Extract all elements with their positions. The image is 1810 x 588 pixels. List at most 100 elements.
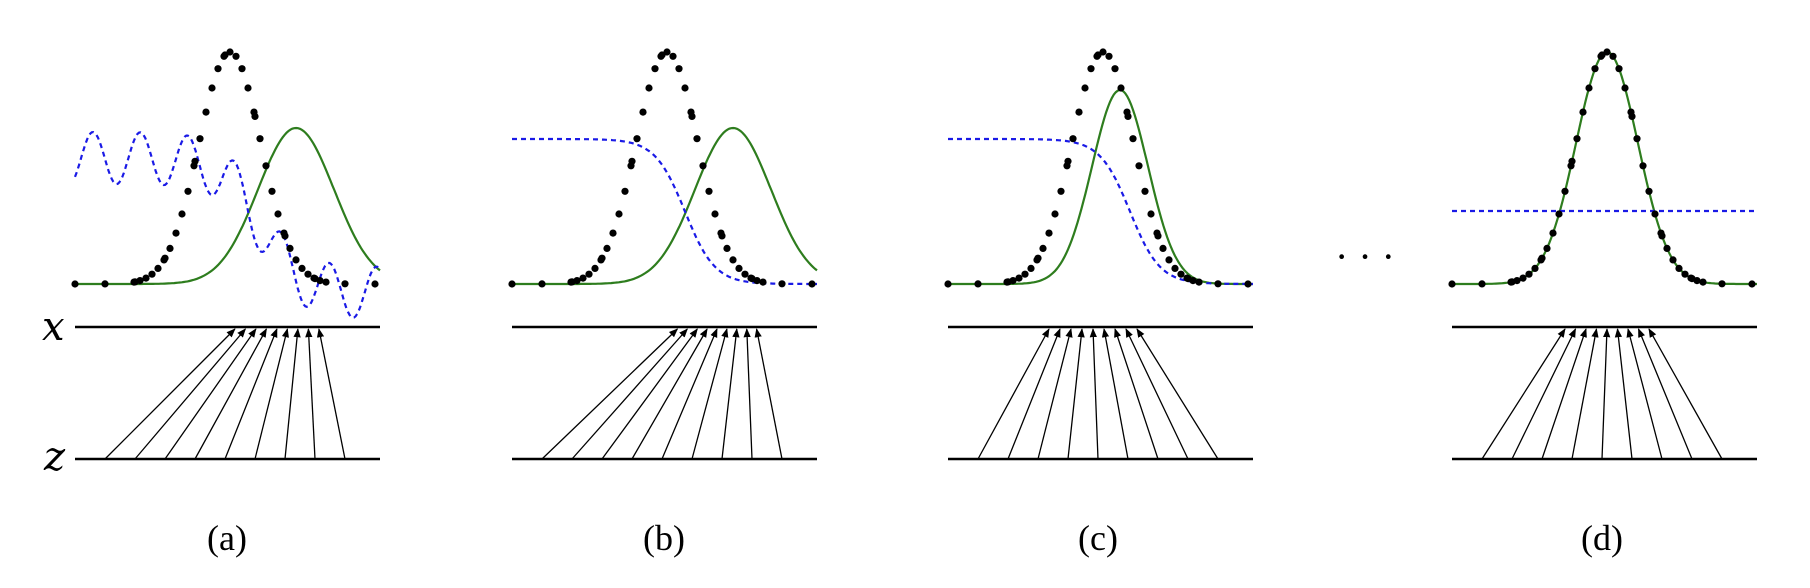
data-sample-dot [1124, 112, 1132, 120]
panel-label: (c) [1078, 518, 1118, 558]
data-sample-dot [1549, 229, 1557, 237]
data-sample-dot [208, 84, 216, 92]
data-sample-dot [1658, 232, 1666, 240]
data-sample-dot [1579, 108, 1587, 116]
ellipsis: · · · [1335, 234, 1395, 279]
mapping-arrow [194, 328, 267, 460]
data-sample-dot [603, 244, 611, 252]
panel-label: (d) [1581, 518, 1623, 558]
data-sample-dot [1081, 84, 1089, 92]
data-sample-dot [1748, 280, 1756, 288]
data-sample-dot [1099, 48, 1107, 56]
mapping-arrow [661, 328, 718, 460]
data-sample-dot [1159, 244, 1167, 252]
data-sample-dot [1573, 135, 1581, 143]
data-sample-dot [1633, 135, 1641, 143]
data-sample-dot [268, 187, 276, 195]
data-sample-dot [1448, 280, 1456, 288]
data-sample-dot [538, 280, 546, 288]
data-sample-dot [1009, 277, 1017, 285]
data-sample-dot [1244, 280, 1252, 288]
panel-a: (a) [71, 48, 381, 558]
mapping-arrow [1481, 328, 1566, 460]
data-sample-dot [214, 65, 222, 73]
data-sample-dot [759, 278, 767, 286]
data-sample-dot [148, 270, 156, 278]
data-sample-dot [669, 52, 677, 60]
panel-label: (b) [643, 518, 685, 558]
data-sample-dot [1591, 65, 1599, 73]
data-sample-dot [688, 112, 696, 120]
discriminator-curve [948, 137, 1253, 286]
data-sample-dot [944, 280, 952, 288]
mapping-arrow [104, 328, 236, 460]
data-sample-dot [663, 48, 671, 56]
data-sample-dot [1538, 254, 1546, 262]
mapping-arrow [1114, 328, 1159, 460]
mapping-arrow [754, 328, 783, 460]
data-sample-dot [1519, 274, 1527, 282]
data-sample-dot [1039, 244, 1047, 252]
data-sample-dot [1669, 256, 1677, 264]
data-sample-dot [1177, 270, 1185, 278]
generator-distribution-curve [75, 126, 381, 286]
data-sample-dot [1051, 210, 1059, 218]
data-sample-dot [1718, 280, 1726, 288]
data-sample-dot [166, 244, 174, 252]
data-sample-dot [1699, 278, 1707, 286]
mapping-arrow [1136, 328, 1219, 460]
data-sample-dot [262, 162, 270, 170]
data-sample-dot [322, 278, 330, 286]
data-sample-dot [628, 157, 636, 165]
data-sample-dot [1015, 274, 1023, 282]
mapping-arrow [1511, 328, 1577, 460]
mapping-arrow [721, 328, 740, 460]
data-sample-dot [1525, 270, 1533, 278]
data-sample-dot [196, 135, 204, 143]
data-sample-dot [232, 52, 240, 60]
mapping-arrow [1101, 328, 1129, 460]
data-sample-dot [1154, 232, 1162, 240]
data-sample-dot [1543, 244, 1551, 252]
generator-distribution-curve [948, 88, 1253, 286]
data-sample-dot [573, 277, 581, 285]
mapping-arrow [691, 328, 729, 460]
mapping-arrow [224, 328, 278, 460]
data-sample-dot [1129, 135, 1137, 143]
panel-d: (d) [1448, 48, 1757, 558]
mapping-arrow [1067, 328, 1085, 460]
mapping-arrow [254, 328, 289, 460]
data-sample-dot [723, 244, 731, 252]
data-sample-dot [1064, 157, 1072, 165]
data-sample-dot [1117, 84, 1125, 92]
data-sample-dot [1075, 108, 1083, 116]
data-sample-dot [178, 210, 186, 218]
data-sample-dot [508, 280, 516, 288]
data-sample-dot [371, 280, 379, 288]
data-sample-dot [1651, 210, 1659, 218]
data-sample-dot [286, 244, 294, 252]
data-sample-dot [651, 65, 659, 73]
data-sample-dot [304, 270, 312, 278]
data-sample-dot [735, 264, 743, 272]
data-sample-dot [341, 280, 349, 288]
data-sample-dot [1027, 264, 1035, 272]
data-sample-dot [1147, 210, 1155, 218]
data-sample-dot [729, 256, 737, 264]
data-sample-dot [1585, 84, 1593, 92]
data-sample-dot [693, 135, 701, 143]
mapping-arrow [134, 328, 246, 460]
data-sample-dot [699, 162, 707, 170]
data-sample-dot [161, 254, 169, 262]
generator-distribution-curve [1452, 50, 1757, 286]
data-sample-dot [1087, 65, 1095, 73]
data-sample-dot [202, 108, 210, 116]
data-sample-dot [681, 84, 689, 92]
data-sample-dot [1513, 277, 1521, 285]
data-sample-dot [256, 135, 264, 143]
mapping-arrow [601, 328, 698, 460]
data-sample-dot [1171, 264, 1179, 272]
data-sample-dot [316, 277, 324, 285]
data-sample-dot [1069, 135, 1077, 143]
data-sample-dot [1165, 256, 1173, 264]
